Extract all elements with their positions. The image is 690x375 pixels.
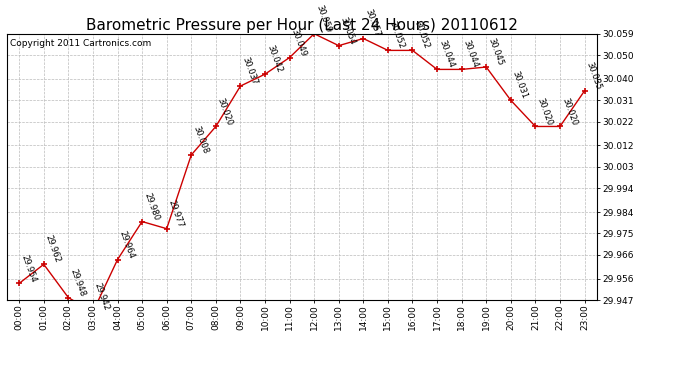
Text: 30.059: 30.059 — [314, 3, 333, 34]
Text: 30.020: 30.020 — [560, 96, 578, 126]
Text: 30.057: 30.057 — [364, 8, 382, 39]
Text: 30.054: 30.054 — [339, 15, 357, 46]
Text: 29.948: 29.948 — [68, 267, 87, 298]
Text: Copyright 2011 Cartronics.com: Copyright 2011 Cartronics.com — [10, 39, 151, 48]
Text: 30.045: 30.045 — [486, 37, 504, 67]
Text: 30.035: 30.035 — [584, 60, 603, 91]
Text: 29.962: 29.962 — [43, 234, 62, 264]
Text: 29.954: 29.954 — [19, 253, 37, 284]
Text: 29.964: 29.964 — [117, 229, 136, 260]
Text: 30.020: 30.020 — [216, 96, 234, 126]
Text: 30.044: 30.044 — [437, 39, 455, 69]
Title: Barometric Pressure per Hour (Last 24 Hours) 20110612: Barometric Pressure per Hour (Last 24 Ho… — [86, 18, 518, 33]
Text: 30.052: 30.052 — [388, 20, 406, 50]
Text: 29.980: 29.980 — [142, 191, 161, 222]
Text: 29.942: 29.942 — [93, 282, 111, 312]
Text: 29.977: 29.977 — [167, 198, 185, 229]
Text: 30.037: 30.037 — [240, 56, 259, 86]
Text: 30.049: 30.049 — [290, 27, 308, 57]
Text: 30.044: 30.044 — [462, 39, 480, 69]
Text: 30.020: 30.020 — [535, 96, 554, 126]
Text: 30.052: 30.052 — [413, 20, 431, 50]
Text: 30.042: 30.042 — [265, 44, 284, 74]
Text: 30.008: 30.008 — [191, 124, 210, 155]
Text: 30.031: 30.031 — [511, 70, 529, 100]
